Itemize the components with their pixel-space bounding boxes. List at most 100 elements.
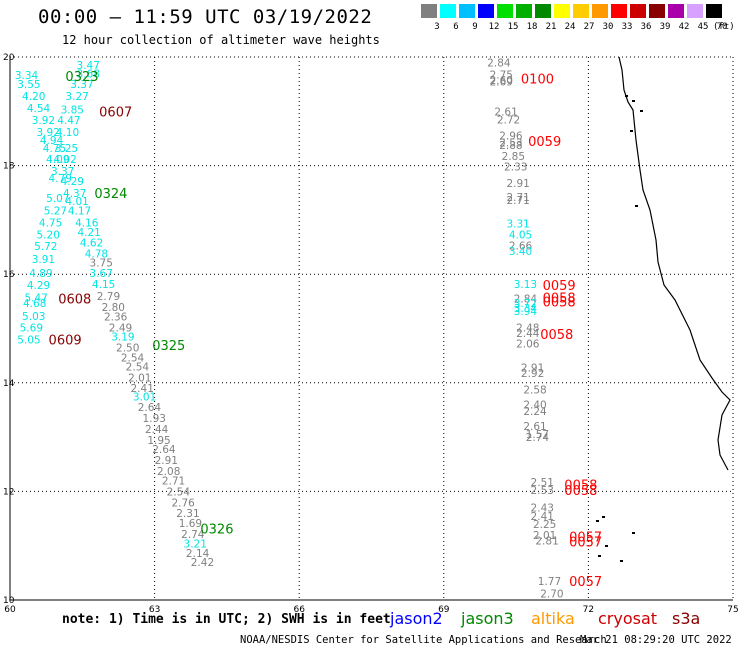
data-point-label: 2.61	[494, 106, 517, 118]
data-point-label: 2.81	[535, 535, 558, 547]
legend-swatch	[668, 4, 684, 18]
island-mark	[635, 205, 638, 207]
data-point-label: 4.89	[29, 268, 52, 280]
track-time-label: 0059	[528, 135, 561, 150]
island-mark	[598, 555, 601, 557]
legend-swatch	[516, 4, 532, 18]
legend-label: 30	[602, 22, 614, 32]
data-point-label: 2.91	[155, 455, 178, 467]
data-point-label: 4.75	[43, 143, 66, 155]
track-time-label: 0100	[521, 73, 554, 88]
data-point-label: 2.54	[126, 362, 150, 374]
data-point-label: 2.72	[497, 114, 520, 126]
legend-swatch	[554, 4, 570, 18]
track-time-label: 0058	[564, 478, 597, 493]
data-point-label: 5.03	[22, 311, 45, 323]
legend-label: 9	[472, 22, 478, 32]
data-point-label: 2.84	[487, 57, 511, 69]
data-point-label: 5.72	[34, 241, 57, 253]
legend-label: 42	[678, 22, 690, 32]
legend-swatch	[573, 4, 589, 18]
data-point-label: 4.09	[46, 154, 69, 166]
data-point-label: 4.29	[61, 176, 84, 188]
data-point-label: 3.94	[514, 306, 538, 318]
data-point-label: 2.64	[152, 444, 176, 456]
data-point-label: 4.15	[92, 279, 115, 291]
legend-label: 33	[621, 22, 633, 32]
data-point-label: 2.54	[167, 486, 191, 498]
legend-unit: (ft)	[713, 22, 735, 32]
data-point-label: 2.66	[509, 240, 533, 252]
island-mark	[625, 95, 628, 97]
legend-label: 18	[526, 22, 538, 32]
data-point-label: 5.69	[20, 322, 43, 334]
data-point-label: 4.75	[39, 218, 62, 230]
legend-swatch	[630, 4, 646, 18]
data-point-label: 2.44	[145, 424, 169, 436]
data-point-label: 4.17	[68, 206, 91, 218]
track-time-label: 0059	[543, 279, 576, 294]
data-point-label: 3.21	[184, 539, 207, 551]
data-point-label: 3.91	[32, 254, 55, 266]
data-point-label: 3.27	[65, 91, 88, 103]
coastline	[618, 56, 731, 471]
data-point-label: 3.72	[514, 298, 537, 310]
data-point-label: 4.21	[77, 227, 100, 239]
data-point-label: 2.61	[523, 421, 546, 433]
footer-timestamp: Mar 21 08:29:20 UTC 2022	[580, 634, 732, 646]
data-point-label: 2.69	[490, 76, 513, 88]
data-point-label: 2.42	[191, 557, 214, 569]
track-time-label: 0057	[569, 530, 602, 545]
data-point-label: 2.43	[531, 503, 554, 515]
data-point-label: 2.74	[526, 432, 550, 444]
x-tick-label: 72	[583, 605, 594, 615]
x-tick-label: 60	[4, 605, 16, 615]
data-point-label: 4.10	[56, 127, 79, 139]
page-subtitle: 12 hour collection of altimeter wave hei…	[62, 33, 380, 47]
data-point-label: 2.60	[490, 75, 513, 87]
data-point-label: 3.75	[90, 257, 113, 269]
y-tick-label: 14	[3, 379, 15, 389]
legend-swatch	[497, 4, 513, 18]
data-point-label: 4.37	[63, 188, 86, 200]
track-time-label: 0057	[569, 575, 602, 590]
data-point-label: 2.64	[138, 402, 162, 414]
data-point-label: 2.33	[504, 162, 527, 174]
data-point-label: 3.19	[111, 332, 134, 344]
island-mark	[632, 532, 635, 534]
data-point-label: 3.67	[90, 268, 113, 280]
data-point-label: 2.76	[171, 497, 195, 509]
data-point-label: 2.74	[181, 529, 205, 541]
data-point-label: 1.95	[147, 435, 170, 447]
legend-label: 6	[453, 22, 459, 32]
satellite-jason3: jason3	[461, 609, 514, 628]
satellite-altika: altika	[531, 609, 575, 628]
data-point-label: 4.16	[75, 218, 99, 230]
data-point-label: 4.20	[22, 91, 45, 103]
data-point-label: 2.24	[523, 406, 547, 418]
legend-label: 12	[488, 22, 500, 32]
footer-credit: NOAA/NESDIS Center for Satellite Applica…	[240, 634, 607, 646]
data-point-label: 3.31	[506, 219, 529, 231]
x-tick-label: 63	[149, 605, 160, 615]
data-point-label: 3.85	[61, 105, 84, 117]
y-tick-label: 12	[3, 487, 14, 497]
legend-swatch	[459, 4, 475, 18]
data-point-label: 3.37	[51, 166, 74, 178]
data-point-label: 2.14	[186, 548, 210, 560]
track-time-label: 0324	[94, 187, 127, 202]
track-time-label: 0057	[569, 535, 602, 550]
satellite-jason2: jason2	[390, 609, 443, 628]
data-point-label: 5.07	[46, 193, 69, 205]
data-point-label: 2.71	[506, 192, 529, 204]
data-point-label: 2.79	[97, 291, 120, 303]
track-time-label: 0607	[99, 105, 132, 120]
data-point-label: 3.68	[77, 68, 100, 80]
y-tick-label: 18	[3, 162, 15, 172]
data-point-label: 4.02	[53, 154, 76, 166]
island-mark	[630, 130, 633, 132]
track-time-label: 0058	[564, 484, 597, 499]
island-mark	[620, 560, 623, 562]
data-point-label: 2.01	[533, 530, 556, 542]
data-point-label: 1.57	[526, 429, 549, 441]
